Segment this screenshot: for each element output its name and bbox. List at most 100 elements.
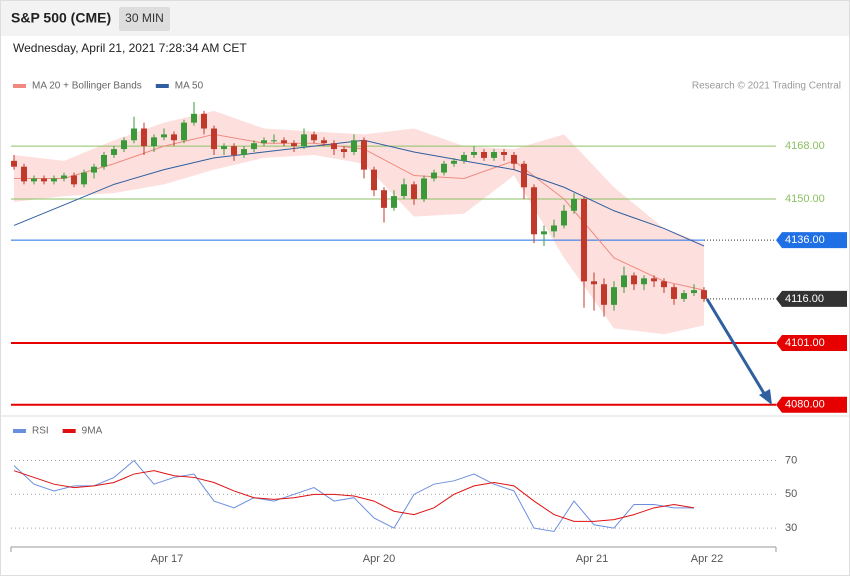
candle-body xyxy=(471,152,477,155)
candle-body xyxy=(51,178,57,182)
candle-body xyxy=(351,140,357,153)
candle-body xyxy=(301,134,307,147)
forecast-arrow xyxy=(705,298,767,396)
candle-body xyxy=(41,178,47,182)
candle-body xyxy=(191,113,197,123)
candle-body xyxy=(381,190,387,208)
legend-label: 9MA xyxy=(82,426,103,437)
candle-body xyxy=(231,146,237,155)
candle-body xyxy=(251,143,257,150)
candle-body xyxy=(211,128,217,150)
timeframe-box[interactable] xyxy=(119,7,170,31)
candle-body xyxy=(11,160,17,167)
candle-body xyxy=(321,140,327,144)
candle-body xyxy=(81,172,87,185)
candle-body xyxy=(21,166,27,182)
candle-body xyxy=(701,290,707,299)
candle-body xyxy=(611,287,617,305)
candle-body xyxy=(341,149,347,153)
candle-body xyxy=(531,187,537,235)
legend-label: RSI xyxy=(32,426,49,437)
candle-body xyxy=(361,140,367,170)
title: S&P 500 (CME) xyxy=(11,10,111,26)
candle-body xyxy=(491,152,497,158)
rsi-line xyxy=(13,459,694,533)
candle-body xyxy=(641,278,647,285)
candle-body xyxy=(61,175,67,179)
level-label: 4168.00 xyxy=(785,140,825,152)
candle-body xyxy=(481,152,487,158)
candle-body xyxy=(31,178,37,182)
candle-body xyxy=(651,278,657,282)
candle-body xyxy=(131,128,137,141)
level-tag xyxy=(776,232,847,249)
candle-body xyxy=(571,199,577,211)
candle-body xyxy=(691,290,697,294)
candle-body xyxy=(71,175,77,185)
level-label: 4150.00 xyxy=(785,193,825,205)
candle-body xyxy=(241,149,247,155)
candle-body xyxy=(331,143,337,150)
y-tick-label: 30 xyxy=(785,522,797,534)
bollinger-band xyxy=(14,110,704,335)
y-tick-label: 50 xyxy=(785,488,797,500)
candle-body xyxy=(501,152,507,155)
candle-body xyxy=(151,137,157,147)
candle-body xyxy=(391,196,397,208)
rsi-line xyxy=(13,470,695,522)
candle-body xyxy=(141,128,147,147)
candle-body xyxy=(561,210,567,226)
candle-body xyxy=(541,231,547,235)
legend-swatch xyxy=(155,84,169,88)
candle-body xyxy=(621,275,627,288)
candle-body xyxy=(591,281,597,285)
candle-body xyxy=(121,140,127,150)
candle-body xyxy=(461,154,467,161)
candle-body xyxy=(281,140,287,144)
candle-body xyxy=(91,166,97,173)
candle-body xyxy=(451,160,457,164)
candle-body xyxy=(171,134,177,141)
candle-body xyxy=(371,169,377,191)
level-label: 4136.00 xyxy=(785,234,825,246)
candle-body xyxy=(271,140,277,142)
candle-body xyxy=(441,163,447,173)
legend-swatch xyxy=(13,84,26,88)
level-label: 4101.00 xyxy=(785,337,825,349)
candle-body xyxy=(521,163,527,188)
candle-body xyxy=(111,149,117,155)
candle-body xyxy=(221,146,227,150)
arrow-head xyxy=(759,389,772,405)
candle-body xyxy=(101,154,107,167)
legend-label: MA 20 + Bollinger Bands xyxy=(32,81,142,92)
candle-body xyxy=(261,140,267,144)
timestamp: Wednesday, April 21, 2021 7:28:34 AM CET xyxy=(13,41,247,55)
candle-body xyxy=(411,184,417,200)
candle-body xyxy=(311,134,317,141)
timeframe[interactable]: 30 MIN xyxy=(125,11,164,25)
level-tag xyxy=(776,396,847,413)
candle-body xyxy=(661,281,667,288)
legend-swatch xyxy=(62,429,76,433)
candle-body xyxy=(431,172,437,179)
candle-body xyxy=(161,134,167,138)
x-tick-label: Apr 21 xyxy=(576,553,608,565)
candle-body xyxy=(551,225,557,232)
x-tick-label: Apr 20 xyxy=(363,553,395,565)
plots: 4168.00 4150.00 4136.00 4116.00 4101.00 4080.… xyxy=(10,81,847,565)
legend-swatch xyxy=(13,429,26,433)
credit: Research © 2021 Trading Central xyxy=(692,81,841,92)
candle-body xyxy=(601,284,607,305)
candle-body xyxy=(401,184,407,197)
level-label: 4080.00 xyxy=(785,399,825,411)
candle-body xyxy=(511,154,517,164)
x-tick-label: Apr 22 xyxy=(691,553,723,565)
candle-body xyxy=(291,143,297,147)
candle-body xyxy=(581,199,587,282)
level-tag xyxy=(776,335,847,352)
candle-body xyxy=(421,178,427,200)
x-tick-label: Apr 17 xyxy=(151,553,183,565)
level-label: 4116.00 xyxy=(785,293,824,305)
